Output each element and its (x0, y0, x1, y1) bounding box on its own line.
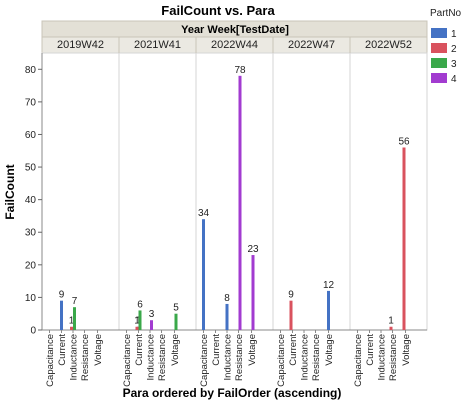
x-category-label: Inductance (69, 334, 80, 380)
bar-2022W44-resistance-part4 (238, 75, 242, 330)
legend-label-1: 1 (451, 29, 457, 40)
x-category-label: Capacitance (122, 334, 133, 387)
bar-value-label: 1 (69, 316, 75, 327)
bar-value-label: 5 (173, 303, 179, 314)
x-axis-label: Para ordered by FailOrder (ascending) (123, 386, 342, 400)
bar-value-label: 23 (247, 244, 259, 255)
x-category-label: Current (134, 334, 145, 366)
legend-swatch-4 (431, 73, 447, 83)
bar-value-label: 12 (323, 280, 335, 291)
x-category-label: Resistance (157, 334, 168, 381)
x-category-label: Resistance (234, 334, 245, 381)
bar-2022W44-inductance-part1 (225, 303, 229, 330)
x-category-label: Voltage (170, 334, 181, 366)
legend-title: PartNo (430, 8, 462, 19)
bar-2019W42-inductance-part3 (73, 307, 76, 330)
legend-label-4: 4 (451, 74, 457, 85)
bar-value-label: 1 (134, 316, 140, 327)
panel-frame (118, 52, 197, 331)
legend-label-3: 3 (451, 59, 457, 70)
x-category-label: Voltage (401, 334, 412, 366)
y-tick-label: 0 (30, 326, 36, 337)
y-tick-label: 20 (25, 260, 37, 271)
bar-value-label: 9 (59, 290, 65, 301)
bar-2021W41-voltage-part3 (174, 313, 178, 330)
x-category-label: Resistance (311, 334, 322, 381)
y-tick-label: 50 (25, 163, 37, 174)
bar-2022W47-current-part2 (289, 300, 293, 330)
y-tick-label: 30 (25, 228, 37, 239)
bar-value-label: 1 (388, 316, 394, 327)
chart-title: FailCount vs. Para (161, 3, 275, 18)
bar-2019W42-inductance-part2 (70, 326, 73, 330)
bar-2022W44-voltage-part4 (251, 255, 255, 330)
panel-frame (41, 52, 120, 331)
bar-value-label: 8 (224, 293, 230, 304)
legend-swatch-3 (431, 58, 447, 68)
x-category-label: Voltage (93, 334, 104, 366)
y-tick-label: 40 (25, 195, 37, 206)
x-category-label: Voltage (324, 334, 335, 366)
panel-label: 2022W44 (211, 39, 258, 51)
bar-value-label: 6 (137, 299, 143, 310)
bar-2022W52-voltage-part2 (402, 147, 406, 330)
x-category-label: Capacitance (276, 334, 287, 387)
x-category-label: Current (211, 334, 222, 366)
y-tick-label: 70 (25, 97, 37, 108)
y-tick-label: 80 (25, 65, 37, 76)
bar-value-label: 34 (198, 208, 210, 219)
legend-label-2: 2 (451, 44, 457, 55)
bar-2022W52-resistance-part2 (389, 326, 393, 330)
x-category-label: Inductance (377, 334, 388, 380)
group-title: Year Week[TestDate] (181, 24, 289, 36)
panel-label: 2021W41 (134, 39, 181, 51)
y-tick-label: 10 (25, 293, 37, 304)
bar-2022W44-capacitance-part1 (202, 219, 205, 330)
legend-swatch-2 (431, 43, 447, 53)
x-category-label: Current (365, 334, 376, 366)
y-axis-label: FailCount (3, 164, 17, 219)
bar-value-label: 7 (72, 296, 78, 307)
x-category-label: Resistance (80, 334, 91, 381)
bar-value-label: 3 (149, 309, 155, 320)
x-category-label: Current (288, 334, 299, 366)
panel-label: 2019W42 (57, 39, 104, 51)
x-category-label: Resistance (388, 334, 399, 381)
x-category-label: Capacitance (199, 334, 210, 387)
panel-frame (349, 52, 428, 331)
panel-frame (272, 52, 351, 331)
bar-2019W42-current-part1 (60, 300, 63, 330)
bar-value-label: 78 (234, 65, 246, 76)
panel-label: 2022W47 (288, 39, 335, 51)
x-category-label: Capacitance (353, 334, 364, 387)
x-category-label: Current (57, 334, 68, 366)
bar-2021W41-current-part2 (135, 326, 139, 330)
bar-value-label: 56 (398, 137, 410, 148)
y-tick-label: 60 (25, 130, 37, 141)
x-category-label: Voltage (247, 334, 258, 366)
panel-frame (195, 52, 274, 331)
bar-2021W41-current-part3 (138, 310, 142, 330)
bar-2022W47-voltage-part1 (327, 290, 330, 330)
legend-swatch-1 (431, 28, 447, 38)
bar-value-label: 9 (288, 290, 294, 301)
x-category-label: Inductance (146, 334, 157, 380)
x-category-label: Inductance (223, 334, 234, 380)
legend: PartNo 1 2 3 4 (430, 8, 462, 85)
x-category-label: Inductance (300, 334, 311, 380)
x-category-label: Capacitance (45, 334, 56, 387)
bar-2021W41-inductance-part4 (150, 320, 153, 330)
panel-label: 2022W52 (365, 39, 412, 51)
